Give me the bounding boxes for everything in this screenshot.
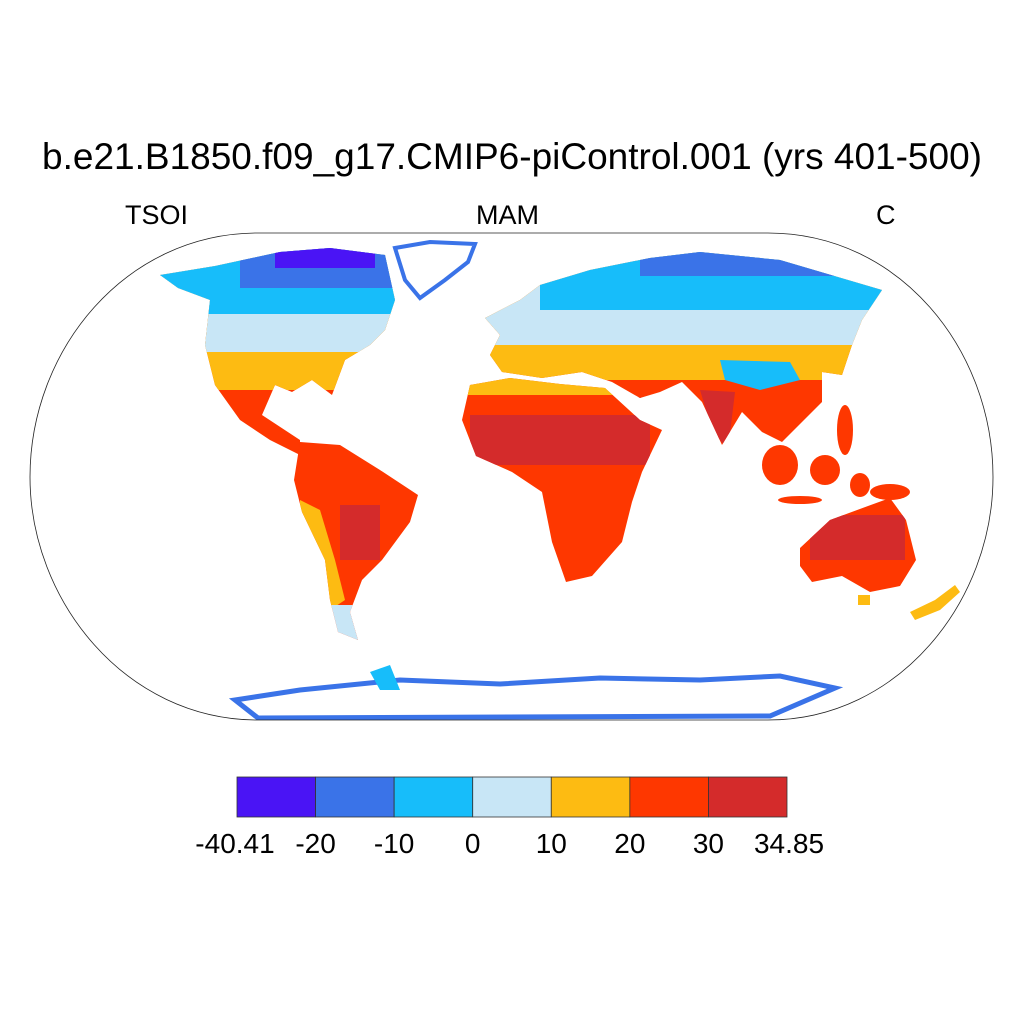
colorbar-label: -40.41: [195, 828, 274, 859]
greenland: [392, 239, 478, 301]
colorbar-box: [629, 776, 709, 818]
colorbar-label: -20: [295, 828, 335, 859]
colorbar-label: 20: [614, 828, 645, 859]
plot-title: b.e21.B1850.f09_g17.CMIP6-piControl.001 …: [42, 136, 982, 177]
colorbar-box: [315, 776, 395, 818]
colorbar-label: -10: [374, 828, 414, 859]
colorbar-box: [708, 776, 788, 818]
units-label: C: [876, 200, 896, 230]
season-label: MAM: [476, 200, 539, 230]
colorbar-label: 30: [693, 828, 724, 859]
colorbar-box: [472, 776, 552, 818]
maritime-asia: [762, 405, 910, 504]
colorbar-label: 10: [536, 828, 567, 859]
colorbar-label: 34.85: [754, 828, 824, 859]
colorbar-box: [550, 776, 631, 818]
new-zealand: [858, 585, 960, 620]
colorbar-box: [236, 776, 316, 818]
map-border: [29, 232, 994, 721]
colorbar-box: [393, 776, 474, 818]
colorbar-label: 0: [465, 828, 481, 859]
variable-label: TSOI: [125, 200, 189, 230]
